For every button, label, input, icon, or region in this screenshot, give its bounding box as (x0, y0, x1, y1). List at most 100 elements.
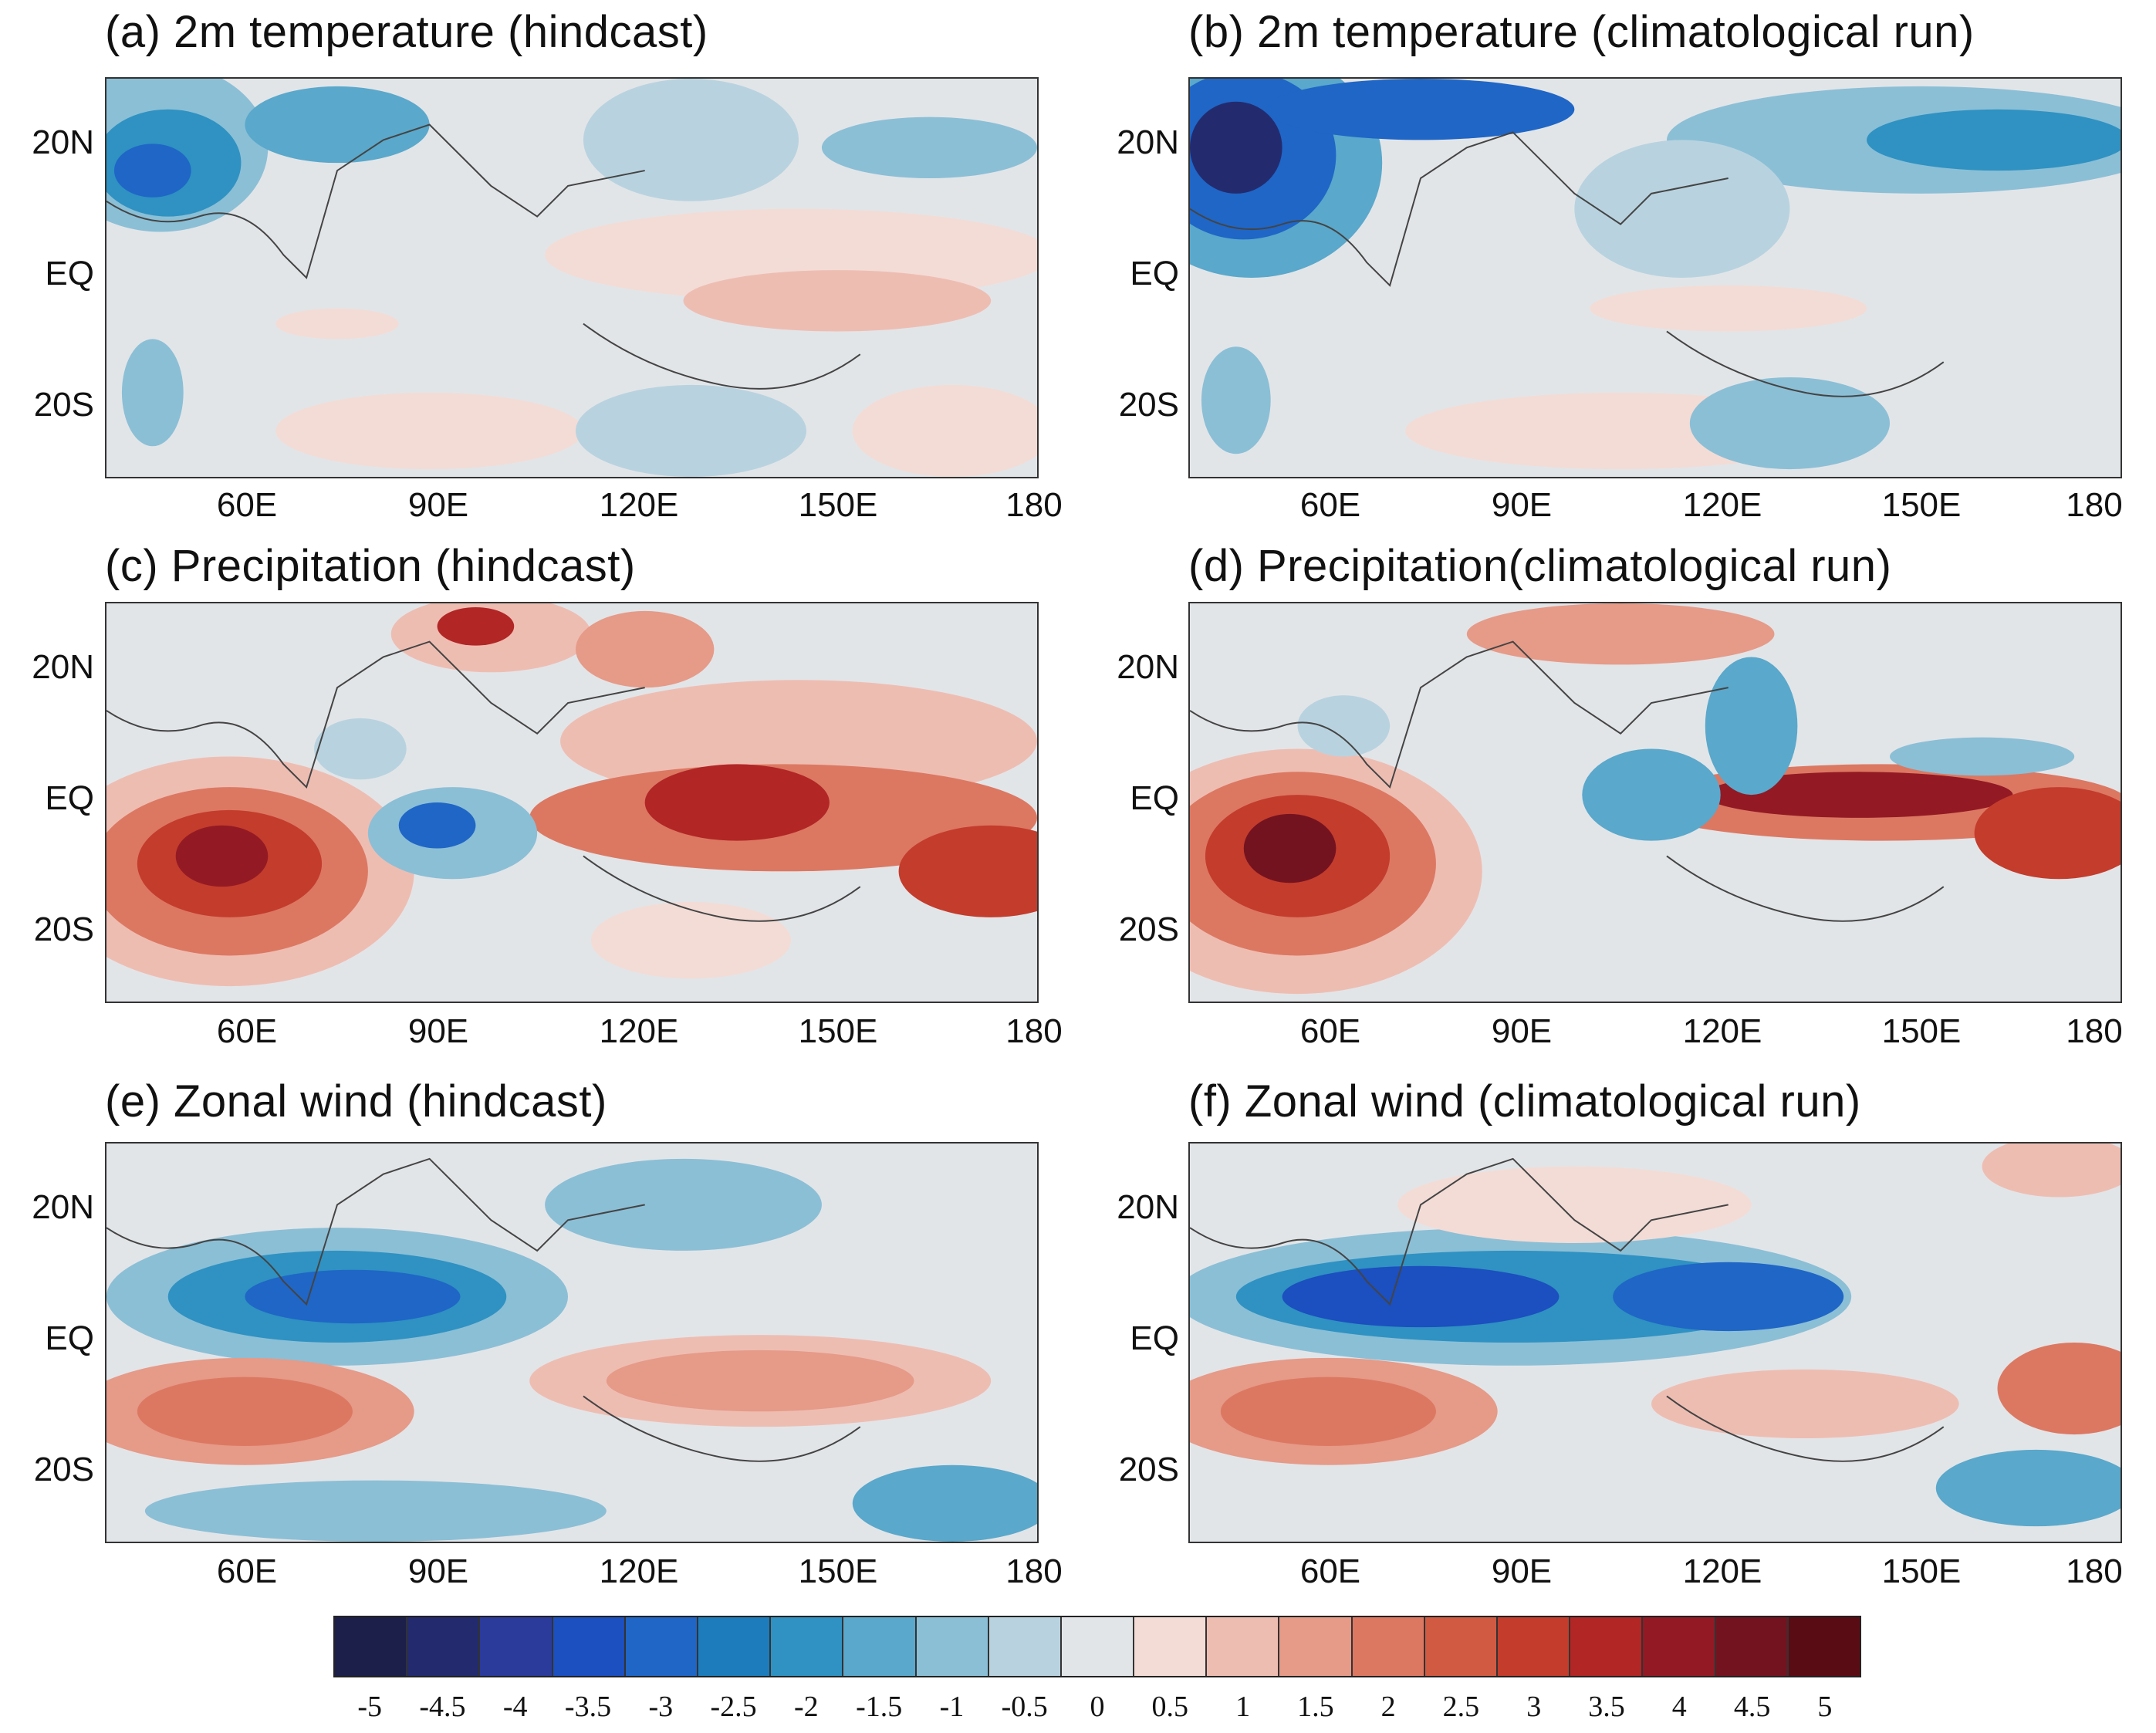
colorbar-swatch (1352, 1617, 1425, 1676)
panel-title-b: (b) 2m temperature (climatological run) (1188, 7, 1975, 57)
lon-label-a-90e: 90E (407, 486, 469, 524)
map-panel-f (1188, 1142, 2122, 1543)
colorbar-swatch (1570, 1617, 1644, 1676)
lon-label-d-150e: 150E (1881, 1012, 1962, 1050)
panel-title-c: (c) Precipitation (hindcast) (105, 541, 636, 591)
lon-label-f-150e: 150E (1881, 1552, 1962, 1590)
colorbar-tick-label: -2.5 (710, 1691, 757, 1723)
map-panel-e (105, 1142, 1039, 1543)
lon-label-d-120e: 120E (1682, 1012, 1762, 1050)
colorbar-tick-label: -4.5 (419, 1691, 466, 1723)
lon-label-b-60e: 60E (1299, 486, 1361, 524)
lon-label-e-90e: 90E (407, 1552, 469, 1590)
lat-label-b-eq: EQ (1130, 255, 1179, 292)
colorbar-tick-label: -1.5 (856, 1691, 903, 1723)
lon-label-d-180: 180 (2066, 1012, 2123, 1050)
lon-label-c-120e: 120E (599, 1012, 679, 1050)
lon-label-f-60e: 60E (1299, 1552, 1361, 1590)
lon-label-c-60e: 60E (216, 1012, 278, 1050)
panel-title-a: (a) 2m temperature (hindcast) (105, 7, 708, 57)
colorbar-swatch (843, 1617, 917, 1676)
colorbar-swatch (698, 1617, 772, 1676)
lat-label-c-eq: EQ (45, 779, 94, 817)
lat-label-e-20s: 20S (33, 1451, 94, 1488)
panel-title-d: (d) Precipitation(climatological run) (1188, 541, 1892, 591)
colorbar-tick-label: 1.5 (1297, 1691, 1334, 1723)
lat-label-c-20s: 20S (33, 910, 94, 948)
lat-label-b-20s: 20S (1118, 386, 1179, 424)
colorbar-tick-label: -1 (939, 1691, 965, 1723)
colorbar-swatch (1424, 1617, 1498, 1676)
colorbar-tick-label: 4 (1671, 1691, 1687, 1723)
colorbar-tick-label: 0 (1090, 1691, 1105, 1723)
colorbar-swatch (1715, 1617, 1789, 1676)
colorbar-tick-label: 4.5 (1733, 1691, 1771, 1723)
panel-title-f: (f) Zonal wind (climatological run) (1188, 1076, 1861, 1127)
colorbar-tick-label: -3.5 (564, 1691, 612, 1723)
lon-label-a-180: 180 (1005, 486, 1063, 524)
colorbar-swatch (1788, 1617, 1860, 1676)
colorbar-swatch (480, 1617, 553, 1676)
lon-label-c-150e: 150E (798, 1012, 878, 1050)
lon-label-d-90e: 90E (1491, 1012, 1553, 1050)
colorbar-tick-label: -0.5 (1001, 1691, 1048, 1723)
lat-label-f-20s: 20S (1118, 1451, 1179, 1488)
lon-label-a-60e: 60E (216, 486, 278, 524)
colorbar-tick-label: 3.5 (1588, 1691, 1625, 1723)
map-panel-d (1188, 602, 2122, 1003)
colorbar-tick-label: -4 (502, 1691, 528, 1723)
colorbar-tick-label: -2 (794, 1691, 819, 1723)
lat-label-e-eq: EQ (45, 1319, 94, 1357)
lon-label-e-150e: 150E (798, 1552, 878, 1590)
map-panel-a (105, 77, 1039, 478)
colorbar (333, 1616, 1861, 1677)
lon-label-b-180: 180 (2066, 486, 2123, 524)
colorbar-tick-label: 2.5 (1442, 1691, 1480, 1723)
panel-title-e: (e) Zonal wind (hindcast) (105, 1076, 607, 1127)
lon-label-a-120e: 120E (599, 486, 679, 524)
lon-label-e-60e: 60E (216, 1552, 278, 1590)
colorbar-swatch (1498, 1617, 1571, 1676)
colorbar-tick-label: 0.5 (1151, 1691, 1189, 1723)
colorbar-swatch (1061, 1617, 1135, 1676)
map-panel-c (105, 602, 1039, 1003)
colorbar-tick-label: -5 (357, 1691, 382, 1723)
colorbar-swatch (1643, 1617, 1716, 1676)
lon-label-e-120e: 120E (599, 1552, 679, 1590)
colorbar-swatch (771, 1617, 844, 1676)
lat-label-a-eq: EQ (45, 255, 94, 292)
lon-label-b-150e: 150E (1881, 486, 1962, 524)
map-panel-b (1188, 77, 2122, 478)
lat-label-d-eq: EQ (1130, 779, 1179, 817)
colorbar-swatch (625, 1617, 698, 1676)
lon-label-b-90e: 90E (1491, 486, 1553, 524)
colorbar-tick-label: 1 (1235, 1691, 1251, 1723)
lat-label-e-20n: 20N (32, 1188, 94, 1226)
lon-label-f-180: 180 (2066, 1552, 2123, 1590)
lon-label-a-150e: 150E (798, 486, 878, 524)
lon-label-d-60e: 60E (1299, 1012, 1361, 1050)
lat-label-a-20s: 20S (33, 386, 94, 424)
colorbar-swatch (335, 1617, 408, 1676)
colorbar-tick-label: -3 (648, 1691, 674, 1723)
lat-label-d-20s: 20S (1118, 910, 1179, 948)
lat-label-f-eq: EQ (1130, 1319, 1179, 1357)
colorbar-swatch (407, 1617, 481, 1676)
lon-label-e-180: 180 (1005, 1552, 1063, 1590)
colorbar-tick-label: 3 (1526, 1691, 1542, 1723)
lat-label-b-20n: 20N (1117, 123, 1179, 161)
lat-label-f-20n: 20N (1117, 1188, 1179, 1226)
lat-label-d-20n: 20N (1117, 648, 1179, 686)
lon-label-c-90e: 90E (407, 1012, 469, 1050)
lon-label-f-90e: 90E (1491, 1552, 1553, 1590)
colorbar-swatch (988, 1617, 1062, 1676)
colorbar-swatch (553, 1617, 626, 1676)
colorbar-tick-label: 2 (1380, 1691, 1396, 1723)
lon-label-f-120e: 120E (1682, 1552, 1762, 1590)
colorbar-swatch (916, 1617, 989, 1676)
lat-label-c-20n: 20N (32, 648, 94, 686)
lon-label-c-180: 180 (1005, 1012, 1063, 1050)
lon-label-b-120e: 120E (1682, 486, 1762, 524)
colorbar-swatch (1134, 1617, 1208, 1676)
colorbar-swatch (1279, 1617, 1353, 1676)
